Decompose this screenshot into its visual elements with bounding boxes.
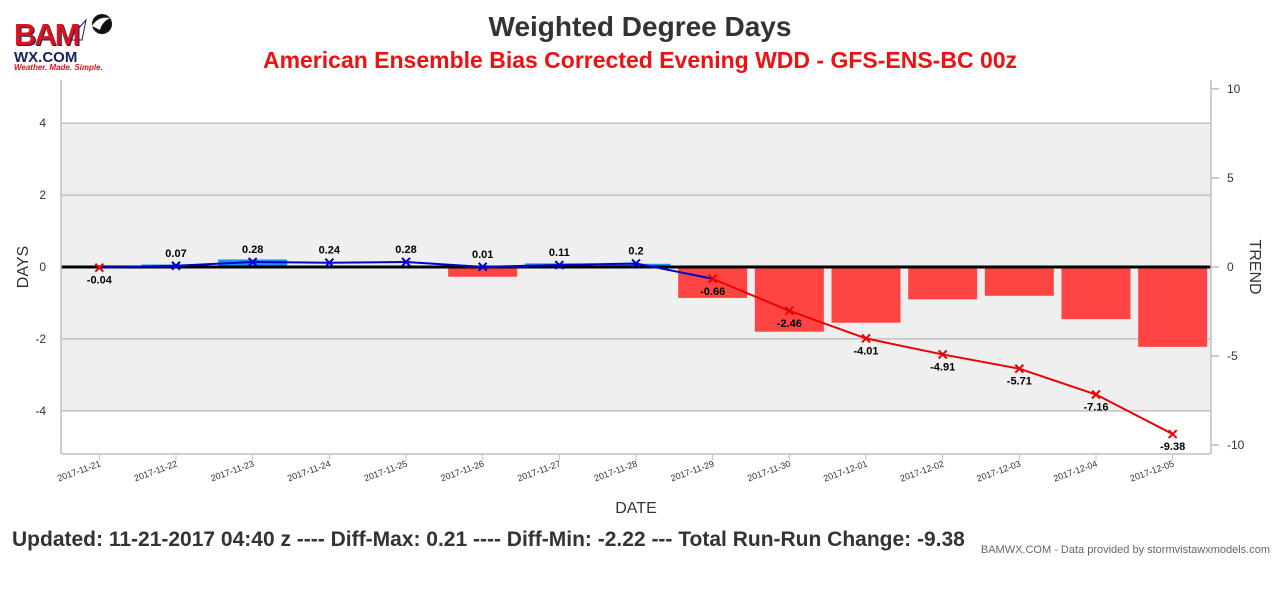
bar-2017-12-01 bbox=[831, 267, 901, 323]
trend-segment bbox=[942, 353, 1020, 370]
y2-tick-label: -5 bbox=[1227, 349, 1238, 363]
bar-2017-11-30 bbox=[754, 267, 824, 332]
trend-segment bbox=[635, 262, 713, 280]
trend-data-label: -0.04 bbox=[87, 275, 113, 287]
trend-point-2017-12-02 bbox=[937, 349, 948, 360]
x-tick-label: 2017-11-27 bbox=[516, 458, 562, 483]
trend-point-2017-11-27 bbox=[554, 260, 565, 270]
trend-point-2017-11-22 bbox=[171, 261, 181, 271]
trend-data-label: 0.11 bbox=[549, 247, 570, 259]
y2-tick-label: -10 bbox=[1227, 438, 1245, 452]
trend-point-2017-12-03 bbox=[1014, 363, 1025, 374]
x-tick-label: 2017-11-26 bbox=[439, 458, 485, 483]
trend-data-label: 0.07 bbox=[165, 248, 186, 260]
trend-data-label: -5.71 bbox=[1007, 376, 1032, 388]
trend-segment bbox=[405, 261, 483, 268]
trend-data-label: 0.24 bbox=[319, 245, 341, 257]
bar-2017-12-05 bbox=[1138, 267, 1208, 347]
x-tick-label: 2017-11-30 bbox=[746, 458, 792, 483]
trend-segment bbox=[1095, 393, 1174, 435]
y2-tick-label: 0 bbox=[1227, 260, 1234, 274]
x-tick-label: 2017-11-23 bbox=[209, 458, 255, 483]
footer-summary: Updated: 11-21-2017 04:40 z ---- Diff-Ma… bbox=[12, 528, 965, 551]
trend-segment bbox=[482, 264, 560, 268]
bar-2017-11-26 bbox=[448, 267, 518, 277]
x-tick-label: 2017-12-05 bbox=[1129, 458, 1176, 483]
x-tick-label: 2017-11-22 bbox=[133, 458, 179, 483]
y-tick-label: 0 bbox=[39, 260, 46, 274]
x-tick-label: 2017-11-24 bbox=[286, 458, 332, 483]
x-tick-label: 2017-11-25 bbox=[363, 458, 409, 483]
logo-sub-text: WX.COM bbox=[14, 49, 78, 66]
trend-segment bbox=[99, 264, 177, 269]
data-credits: BAMWX.COM - Data provided by stormvistaw… bbox=[980, 544, 1270, 556]
trend-data-label: 0.2 bbox=[628, 245, 643, 257]
x-tick-label: 2017-12-04 bbox=[1052, 458, 1099, 483]
trend-segment bbox=[252, 261, 330, 264]
x-tick-label: 2017-12-02 bbox=[899, 458, 946, 483]
y-axis-title: DAYS bbox=[15, 246, 32, 288]
trend-point-2017-11-29 bbox=[707, 274, 718, 284]
trend-data-label: -4.91 bbox=[930, 361, 955, 373]
x-tick-label: 2017-11-28 bbox=[593, 458, 639, 483]
logo-tagline: Weather. Made. Simple. bbox=[14, 63, 103, 72]
trend-segment bbox=[175, 261, 253, 267]
x-tick-label: 2017-11-21 bbox=[56, 458, 102, 483]
trend-data-label: -0.66 bbox=[700, 286, 725, 298]
x-tick-label: 2017-12-01 bbox=[822, 458, 869, 483]
y-tick-label: 2 bbox=[39, 188, 46, 202]
wdd-chart: -4 -2 0 2 4 -10 -5 0 5 10 2017-11-21 2017-11-22 2017… bbox=[15, 80, 1263, 517]
x-tick-label: 2017-12-03 bbox=[975, 458, 1022, 483]
x-tick-label: 2017-11-29 bbox=[669, 458, 715, 483]
trend-data-label: -7.16 bbox=[1083, 402, 1108, 414]
trend-segment bbox=[865, 337, 943, 356]
trend-point-2017-11-24 bbox=[324, 258, 335, 268]
trend-segment bbox=[788, 309, 867, 340]
bar-2017-11-28 bbox=[601, 263, 671, 267]
trend-point-2017-11-23 bbox=[247, 257, 258, 267]
trend-segment bbox=[559, 262, 637, 267]
trend-point-2017-11-28 bbox=[631, 258, 641, 269]
y-tick-label: -4 bbox=[35, 404, 46, 418]
bar-2017-12-02 bbox=[908, 267, 978, 300]
trend-data-label: 0.28 bbox=[395, 244, 416, 256]
trend-point-2017-12-04 bbox=[1091, 389, 1101, 400]
trend-data-label: -2.46 bbox=[777, 318, 802, 330]
bamwx-logo: BAM WX.COM Weather. Made. Simple. bbox=[12, 12, 116, 72]
storm-icon bbox=[66, 14, 112, 41]
x-axis-title: DATE bbox=[615, 500, 656, 517]
y2-axis-title: TREND bbox=[1246, 239, 1263, 294]
trend-segment bbox=[1019, 367, 1097, 396]
logo-main-text: BAM bbox=[14, 17, 81, 52]
y-tick-label: 4 bbox=[39, 116, 46, 130]
trend-point-2017-12-05 bbox=[1167, 429, 1178, 439]
trend-point-2017-12-01 bbox=[861, 333, 871, 344]
chart-subtitle: American Ensemble Bias Corrected Evening… bbox=[262, 47, 1018, 73]
trend-segment bbox=[712, 277, 790, 312]
y-tick-label: -2 bbox=[35, 332, 46, 346]
trend-data-label: 0.28 bbox=[242, 244, 263, 256]
chart-title: Weighted Degree Days bbox=[488, 11, 792, 42]
trend-point-2017-11-30 bbox=[784, 306, 795, 316]
trend-point-2017-11-26 bbox=[477, 262, 488, 272]
trend-segment bbox=[329, 261, 407, 264]
bar-2017-12-04 bbox=[1061, 267, 1131, 320]
trend-point-2017-11-21 bbox=[94, 263, 105, 273]
y2-tick-label: 5 bbox=[1227, 171, 1234, 185]
y2-tick-label: 10 bbox=[1227, 82, 1241, 96]
bar-2017-11-29 bbox=[678, 267, 748, 298]
trend-point-2017-11-25 bbox=[401, 257, 411, 267]
trend-data-label: -4.01 bbox=[853, 345, 878, 357]
trend-data-label: -9.38 bbox=[1160, 441, 1185, 453]
bar-2017-12-03 bbox=[984, 267, 1054, 296]
trend-data-label: 0.01 bbox=[472, 249, 493, 261]
